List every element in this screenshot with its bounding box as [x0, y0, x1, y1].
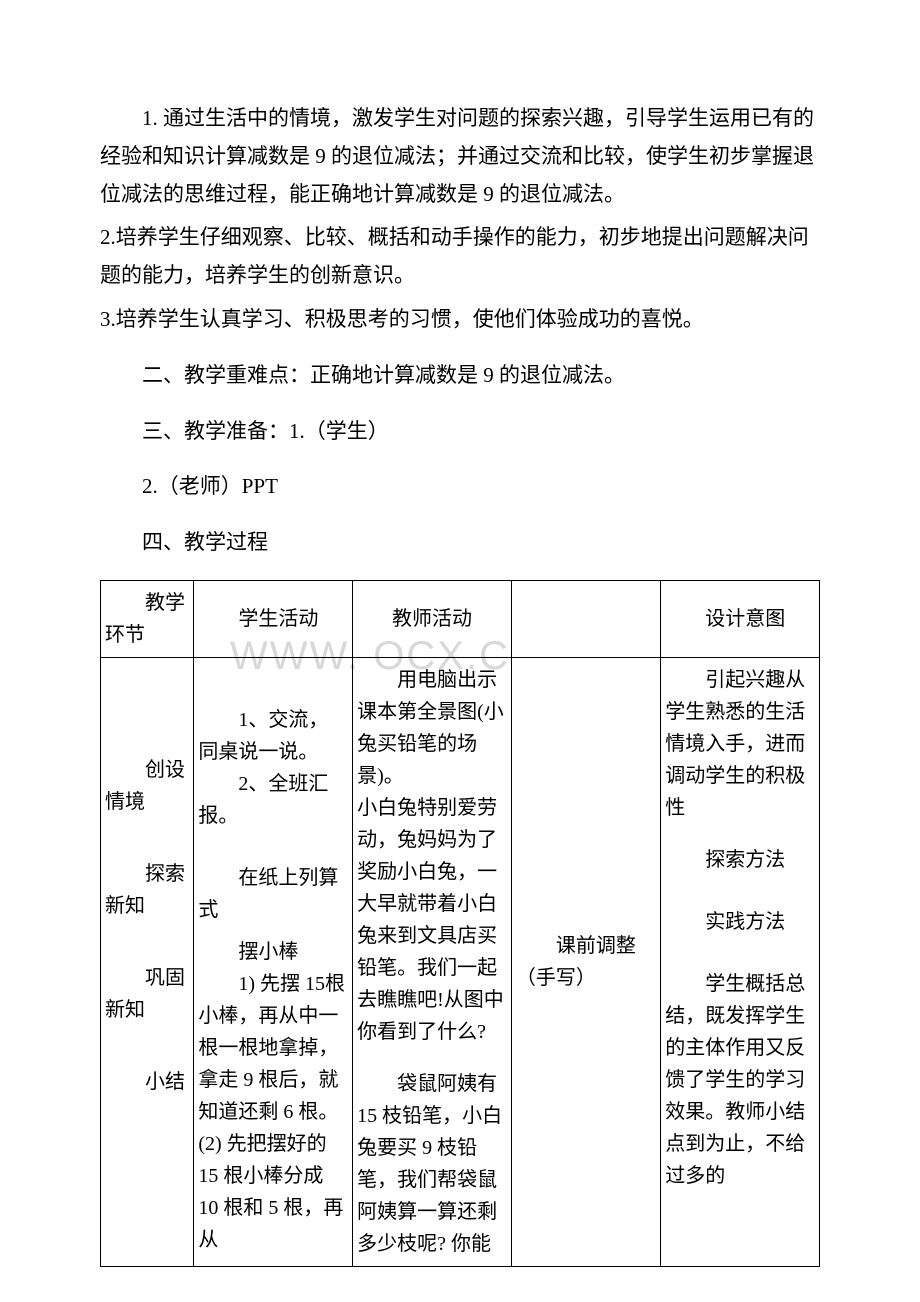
header-cell-1: 教学环节	[101, 580, 194, 657]
body-cell-4: 课前调整（手写）	[511, 657, 660, 1266]
table-header-row: 教学环节 学生活动 教师活动 设计意图	[101, 580, 820, 657]
header-cell-5: 设计意图	[661, 580, 820, 657]
section-heading-4: 四、教学过程	[100, 524, 820, 562]
lesson-table: 教学环节 学生活动 教师活动 设计意图 创设情境 探索新知 巩固新知 小结 1、…	[100, 580, 820, 1267]
body-cell-3: 用电脑出示课本第全景图(小兔买铅笔的场景)。 小白兔特别爱劳动，兔妈妈为了奖励小…	[353, 657, 512, 1266]
body-cell-2: 1、交流，同桌说一说。 2、全班汇报。 在纸上列算式 摆小棒 1) 先摆 15根…	[194, 657, 353, 1266]
section-heading-3: 三、教学准备：1.（学生）	[100, 413, 820, 451]
body-cell-5: 引起兴趣从学生熟悉的生活情境入手，进而调动学生的积极性 探索方法 实践方法 学生…	[661, 657, 820, 1266]
intro-paragraph-3: 3.培养学生认真学习、积极思考的习惯，使他们体验成功的喜悦。	[100, 301, 820, 339]
table-body-row: 创设情境 探索新知 巩固新知 小结 1、交流，同桌说一说。 2、全班汇报。 在纸…	[101, 657, 820, 1266]
header-cell-3: 教师活动	[353, 580, 512, 657]
header-cell-4	[511, 580, 660, 657]
body-cell-1: 创设情境 探索新知 巩固新知 小结	[101, 657, 194, 1266]
intro-paragraph-2: 2.培养学生仔细观察、比较、概括和动手操作的能力，初步地提出问题解决问题的能力，…	[100, 219, 820, 295]
section-heading-2: 二、教学重难点：正确地计算减数是 9 的退位减法。	[100, 357, 820, 395]
intro-paragraph-1: 1. 通过生活中的情境，激发学生对问题的探索兴趣，引导学生运用已有的经验和知识计…	[100, 100, 820, 213]
section-heading-3b: 2.（老师）PPT	[100, 468, 820, 506]
header-cell-2: 学生活动	[194, 580, 353, 657]
